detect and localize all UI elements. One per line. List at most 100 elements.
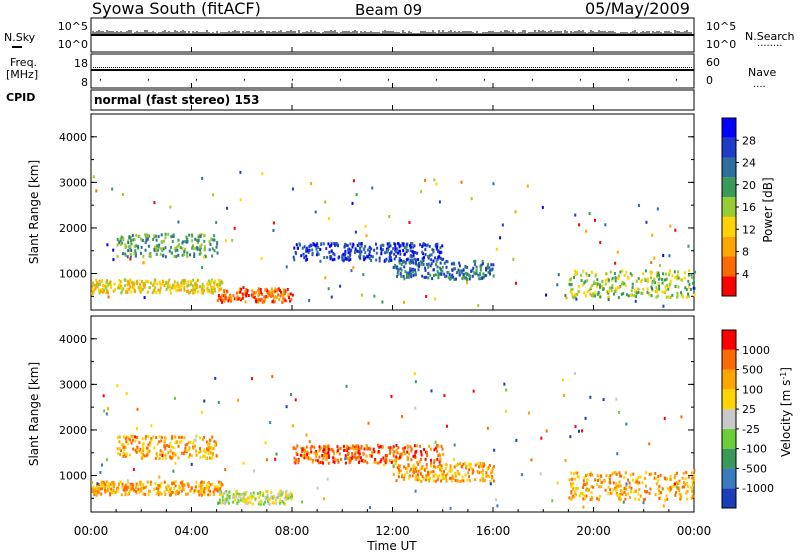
data-cell	[365, 446, 368, 450]
data-cell	[420, 480, 423, 484]
colorbar-frame	[721, 329, 737, 509]
power-colorbar-label: Power [dB]	[761, 177, 775, 242]
data-cell	[616, 276, 619, 280]
data-cell	[693, 270, 696, 274]
data-cell	[483, 464, 486, 468]
data-cell	[610, 491, 613, 495]
data-cell	[681, 485, 684, 489]
freq-mark: ,	[339, 73, 342, 83]
freq-dot	[237, 67, 238, 68]
data-cell	[153, 201, 156, 205]
data-cell	[434, 244, 437, 248]
data-cell	[202, 435, 205, 439]
data-cell	[129, 279, 132, 283]
data-cell	[424, 243, 427, 247]
data-cell	[582, 479, 585, 483]
data-cell	[673, 270, 676, 274]
data-cell	[692, 280, 695, 284]
data-cell	[472, 389, 475, 393]
data-cell	[200, 291, 203, 295]
data-cell	[424, 457, 427, 461]
data-cell	[132, 447, 135, 451]
data-cell	[403, 476, 406, 480]
data-cell	[590, 471, 593, 475]
data-cell	[127, 437, 130, 441]
nsky-tick-top-left: 10^5	[58, 20, 88, 33]
data-cell	[634, 480, 637, 484]
data-cell	[624, 471, 627, 475]
data-cell	[272, 290, 275, 294]
data-cell	[192, 291, 195, 295]
data-cell	[402, 478, 405, 482]
data-cell	[614, 488, 617, 492]
data-cell	[490, 263, 493, 267]
data-cell	[402, 260, 405, 264]
data-cell	[283, 502, 286, 506]
data-cell	[426, 263, 429, 267]
data-cell	[258, 500, 261, 504]
data-cell	[305, 246, 308, 250]
data-cell	[390, 394, 393, 398]
freq-dot	[329, 67, 330, 68]
data-cell	[399, 464, 402, 468]
data-cell	[273, 300, 276, 304]
data-cell	[491, 467, 494, 471]
data-cell	[264, 495, 267, 499]
data-cell	[604, 488, 607, 492]
data-cell	[668, 269, 671, 273]
data-cell	[129, 254, 132, 258]
data-cell	[171, 286, 174, 290]
data-cell	[228, 496, 231, 500]
data-cell	[316, 250, 319, 254]
data-cell	[584, 483, 587, 487]
data-cell	[639, 475, 642, 479]
data-cell	[402, 449, 405, 453]
data-cell	[348, 456, 351, 460]
data-cell	[307, 250, 310, 254]
x-tick-label: 20:00	[576, 524, 611, 538]
data-cell	[373, 450, 376, 454]
data-cell	[395, 247, 398, 251]
data-cell	[178, 243, 181, 247]
data-cell	[131, 485, 134, 489]
data-cell	[266, 295, 269, 299]
data-cell	[597, 498, 600, 502]
data-cell	[357, 460, 360, 464]
data-cell	[417, 258, 420, 262]
beam-label: Beam 09	[355, 1, 422, 19]
data-cell	[625, 482, 628, 486]
data-cell	[123, 485, 126, 489]
data-cell	[103, 409, 106, 413]
data-cell	[91, 281, 94, 285]
data-cell	[148, 441, 151, 445]
data-cell	[398, 259, 401, 263]
data-cell	[183, 286, 186, 290]
data-cell	[479, 461, 482, 465]
data-cell	[157, 489, 160, 493]
data-cell	[464, 265, 467, 269]
data-cell	[257, 293, 260, 297]
data-cell	[638, 498, 641, 502]
data-cell	[212, 490, 215, 494]
data-cell	[145, 279, 148, 283]
data-cell	[148, 286, 151, 290]
data-cell	[159, 484, 162, 488]
data-cell	[654, 281, 657, 285]
data-cell	[175, 288, 178, 292]
data-cell	[122, 435, 125, 439]
data-cell	[271, 294, 274, 298]
data-cell	[487, 466, 490, 470]
freq-dot	[195, 67, 196, 68]
data-cell	[177, 444, 180, 448]
freq-dot	[379, 67, 380, 68]
data-cell	[662, 504, 665, 508]
data-cell	[658, 489, 661, 493]
data-cell	[173, 283, 176, 287]
freq-dot	[285, 67, 286, 68]
data-cell	[330, 295, 333, 299]
data-cell	[153, 281, 156, 285]
data-cell	[568, 496, 571, 500]
data-cell	[491, 469, 494, 473]
data-cell	[116, 488, 119, 492]
data-cell	[139, 290, 142, 294]
